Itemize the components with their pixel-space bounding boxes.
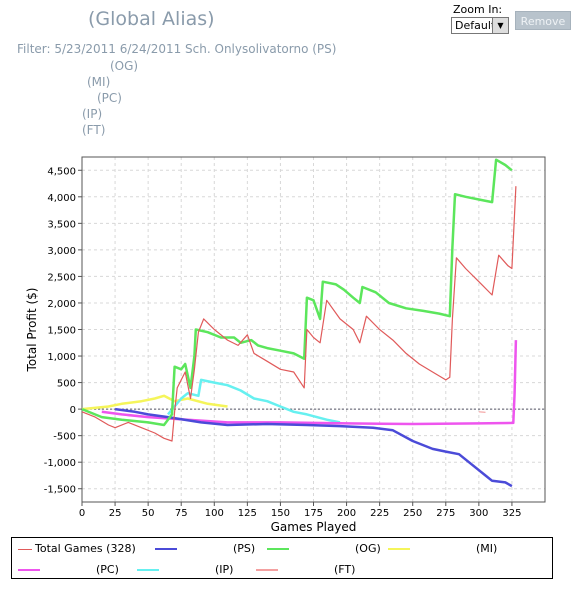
y-tick-label: 2,500 (47, 272, 76, 283)
filter-line-ip: (IP) (82, 107, 103, 121)
legend-swatch (388, 548, 410, 550)
legend-item-ip: (IP) (137, 563, 233, 576)
legend-label: (FT) (334, 563, 356, 576)
x-tick-label: 200 (337, 508, 356, 519)
filter-line-main: Filter: 5/23/2011 6/24/2011 Sch. Onlysol… (17, 42, 337, 56)
filter-line-mi: (MI) (87, 75, 111, 89)
legend-label: (OG) (355, 542, 381, 555)
chart-legend: Total Games (328) (PS) (OG) (MI) (PC) (I… (11, 537, 553, 579)
zoom-select-value: Default (455, 19, 496, 32)
x-tick-label: 300 (469, 508, 488, 519)
filter-line-ft: (FT) (82, 123, 106, 137)
y-tick-label: 4,500 (47, 166, 76, 177)
series-line-4 (101, 340, 518, 426)
legend-swatch (18, 548, 32, 550)
zoom-select[interactable]: Default ▼ (451, 17, 509, 34)
x-tick-label: 150 (271, 508, 290, 519)
legend-label: (PS) (233, 542, 256, 555)
legend-swatch (155, 548, 177, 550)
legend-label: (PC) (96, 563, 119, 576)
series-line-6 (478, 411, 486, 413)
x-tick-label: 0 (79, 508, 85, 519)
y-tick-label: 1,500 (47, 326, 76, 337)
page-title: (Global Alias) (88, 8, 215, 30)
y-tick-label: 3,500 (47, 219, 76, 230)
y-tick-label: -1,500 (44, 485, 76, 496)
legend-item-ft: (FT) (256, 563, 355, 576)
axis-ticks: 0 25 50 75 100 125 150 175 200 225 250 275 300 325 -1,… (44, 166, 522, 519)
x-axis-label: Games Played (271, 520, 357, 534)
y-tick-label: 0 (70, 405, 76, 416)
x-tick-label: 275 (436, 508, 455, 519)
profit-chart: 0 25 50 75 100 125 150 175 200 225 250 275 300 325 -1,… (25, 156, 546, 534)
legend-item-ps: (PS) (155, 542, 255, 555)
series-line-0 (81, 186, 517, 442)
x-tick-label: 175 (304, 508, 323, 519)
remove-button[interactable]: Remove (515, 11, 571, 30)
filter-line-og: (OG) (110, 59, 139, 73)
zoom-label: Zoom In: (453, 3, 503, 16)
legend-label: (IP) (215, 563, 234, 576)
y-tick-label: 2,000 (47, 299, 76, 310)
filter-line-pc: (PC) (97, 91, 122, 105)
legend-label: Total Games (328) (35, 542, 136, 555)
legend-item-total: Total Games (328) (18, 542, 136, 555)
legend-item-mi: (MI) (388, 542, 497, 555)
legend-swatch (256, 569, 278, 571)
series-line-2 (81, 158, 513, 427)
legend-item-og: (OG) (267, 542, 381, 555)
y-tick-label: 1,000 (47, 352, 76, 363)
legend-swatch (267, 548, 289, 550)
plot-area (81, 156, 546, 503)
chart-grid (81, 157, 545, 502)
series-line-3 (81, 394, 228, 411)
x-tick-label: 75 (175, 508, 188, 519)
y-axis-label: Total Profit ($) (25, 288, 39, 373)
y-tick-label: 3,000 (47, 246, 76, 257)
y-tick-label: 4,000 (47, 193, 76, 204)
legend-label: (MI) (476, 542, 498, 555)
x-tick-label: 250 (403, 508, 422, 519)
legend-swatch (18, 569, 40, 571)
x-tick-label: 25 (109, 508, 122, 519)
chevron-down-icon[interactable]: ▼ (492, 18, 508, 33)
y-tick-label: -500 (53, 432, 76, 443)
legend-swatch (137, 569, 159, 571)
series-layer (81, 158, 518, 488)
y-tick-label: -1,000 (44, 458, 76, 469)
legend-item-pc: (PC) (18, 563, 119, 576)
x-tick-label: 325 (502, 508, 521, 519)
x-tick-label: 50 (142, 508, 155, 519)
x-tick-label: 100 (205, 508, 224, 519)
y-tick-label: 500 (57, 379, 76, 390)
x-tick-label: 225 (370, 508, 389, 519)
x-tick-label: 125 (238, 508, 257, 519)
